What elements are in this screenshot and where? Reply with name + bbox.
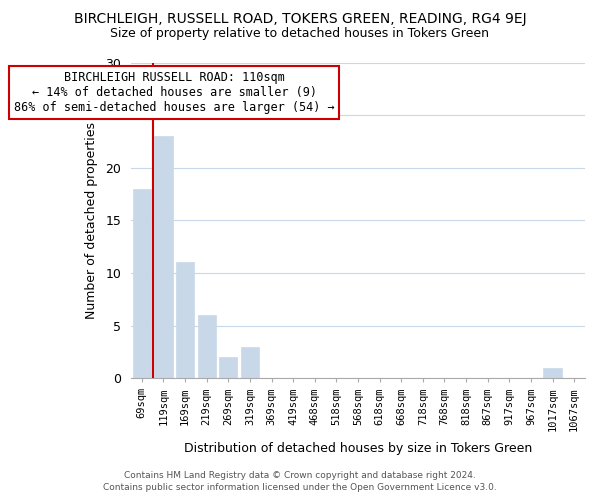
X-axis label: Distribution of detached houses by size in Tokers Green: Distribution of detached houses by size … (184, 442, 532, 455)
Y-axis label: Number of detached properties: Number of detached properties (85, 122, 98, 319)
Text: BIRCHLEIGH RUSSELL ROAD: 110sqm
← 14% of detached houses are smaller (9)
86% of : BIRCHLEIGH RUSSELL ROAD: 110sqm ← 14% of… (14, 71, 335, 114)
Bar (241, 346, 259, 378)
Text: Size of property relative to detached houses in Tokers Green: Size of property relative to detached ho… (110, 28, 490, 40)
Text: Contains HM Land Registry data © Crown copyright and database right 2024.
Contai: Contains HM Land Registry data © Crown c… (103, 471, 497, 492)
Text: BIRCHLEIGH, RUSSELL ROAD, TOKERS GREEN, READING, RG4 9EJ: BIRCHLEIGH, RUSSELL ROAD, TOKERS GREEN, … (74, 12, 526, 26)
Bar (133, 188, 151, 378)
Bar (176, 262, 194, 378)
Bar (197, 315, 216, 378)
Bar (154, 136, 173, 378)
Bar (544, 368, 562, 378)
Bar (219, 357, 238, 378)
